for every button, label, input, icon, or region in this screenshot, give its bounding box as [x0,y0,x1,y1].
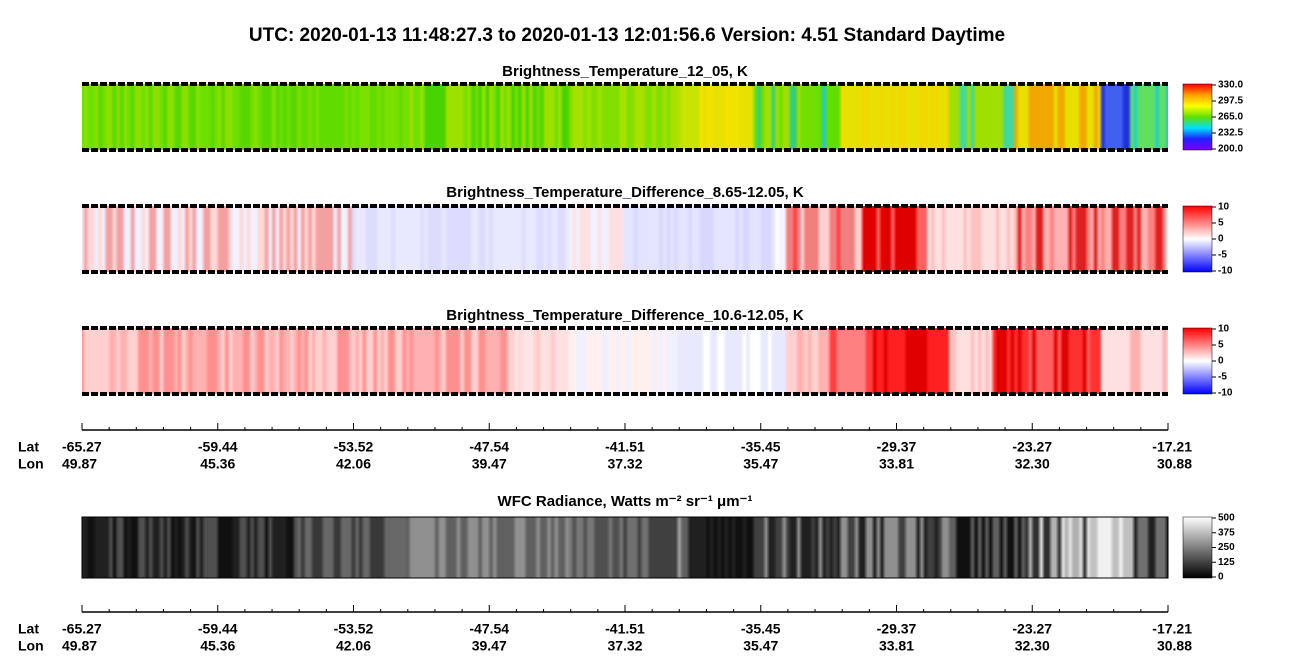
lon-tick-label: 39.47 [472,456,507,472]
lon-label: Lon [18,456,44,472]
colorbar-label: 0 [1218,356,1224,367]
colorbar [1182,83,1213,151]
figure-title: UTC: 2020-01-13 11:48:27.3 to 2020-01-13… [249,25,1005,46]
lon-tick-label: 45.36 [200,456,235,472]
lat-tick-label: -23.27 [1012,439,1052,455]
colorbar-label: 5 [1218,218,1224,229]
panel-title: Brightness_Temperature_Difference_8.65-1… [446,184,804,201]
lat-tick-label: -41.51 [605,621,645,637]
image-strip [82,517,1168,578]
lat-tick-label: -35.45 [741,439,781,455]
colorbar-label: -10 [1218,388,1233,399]
colorbar-label: -5 [1218,372,1227,383]
lon-tick-label: 32.30 [1015,456,1050,472]
lon-tick-label: 39.47 [472,638,507,654]
lat-tick-label: -35.45 [741,621,781,637]
lon-tick-label: 32.30 [1015,638,1050,654]
lon-tick-label: 49.87 [62,638,97,654]
lat-tick-label: -23.27 [1012,621,1052,637]
colorbar-label: 10 [1218,202,1230,213]
strip-border [81,516,1169,579]
lon-tick-label: 42.06 [336,638,371,654]
panel-title: WFC Radiance, Watts m⁻² sr⁻¹ μm⁻¹ [498,493,753,510]
lat-tick-label: -47.54 [469,621,509,637]
colorbar [1182,327,1213,395]
colorbar-label: 265.0 [1218,112,1243,123]
lon-tick-label: 30.88 [1157,638,1192,654]
panel-title: Brightness_Temperature_Difference_10.6-1… [446,307,804,324]
lat-tick-label: -53.52 [334,439,374,455]
image-strip [82,206,1168,272]
panel-title: Brightness_Temperature_12_05, K [502,63,748,80]
lat-tick-label: -29.37 [877,621,917,637]
colorbar-label: 250 [1218,542,1235,553]
lon-tick-label: 30.88 [1157,456,1192,472]
lon-tick-label: 49.87 [62,456,97,472]
colorbar-label: 375 [1218,527,1235,538]
colorbar-label: 232.5 [1218,128,1243,139]
image-strip [82,84,1168,150]
lat-tick-label: -29.37 [877,439,917,455]
colorbar-label: 0 [1218,572,1224,583]
lat-tick-label: -41.51 [605,439,645,455]
colorbar [1182,516,1213,579]
lon-tick-label: 45.36 [200,638,235,654]
lon-tick-label: 35.47 [743,638,778,654]
colorbar-label: 125 [1218,557,1235,568]
colorbar-label: 200.0 [1218,144,1243,155]
lon-tick-label: 37.32 [607,638,642,654]
lon-tick-label: 37.32 [607,456,642,472]
lon-tick-label: 42.06 [336,456,371,472]
lon-tick-label: 33.81 [879,638,914,654]
lon-tick-label: 35.47 [743,456,778,472]
colorbar-label: -5 [1218,250,1227,261]
image-strip [82,328,1168,394]
lat-label: Lat [18,439,39,455]
lon-tick-label: 33.81 [879,456,914,472]
lat-tick-label: -17.21 [1152,439,1192,455]
colorbar-label: 297.5 [1218,96,1243,107]
lat-tick-label: -65.27 [62,439,102,455]
colorbar-label: 0 [1218,234,1224,245]
colorbar-label: 330.0 [1218,80,1243,91]
lat-tick-label: -59.44 [198,439,238,455]
colorbar-label: 5 [1218,340,1224,351]
lat-tick-label: -53.52 [334,621,374,637]
lat-tick-label: -65.27 [62,621,102,637]
colorbar-label: 10 [1218,324,1230,335]
colorbar-label: -10 [1218,266,1233,277]
lat-label: Lat [18,621,39,637]
colorbar [1182,205,1213,273]
lat-tick-label: -47.54 [469,439,509,455]
lon-label: Lon [18,638,44,654]
lat-tick-label: -59.44 [198,621,238,637]
colorbar-label: 500 [1218,513,1235,524]
lat-tick-label: -17.21 [1152,621,1192,637]
